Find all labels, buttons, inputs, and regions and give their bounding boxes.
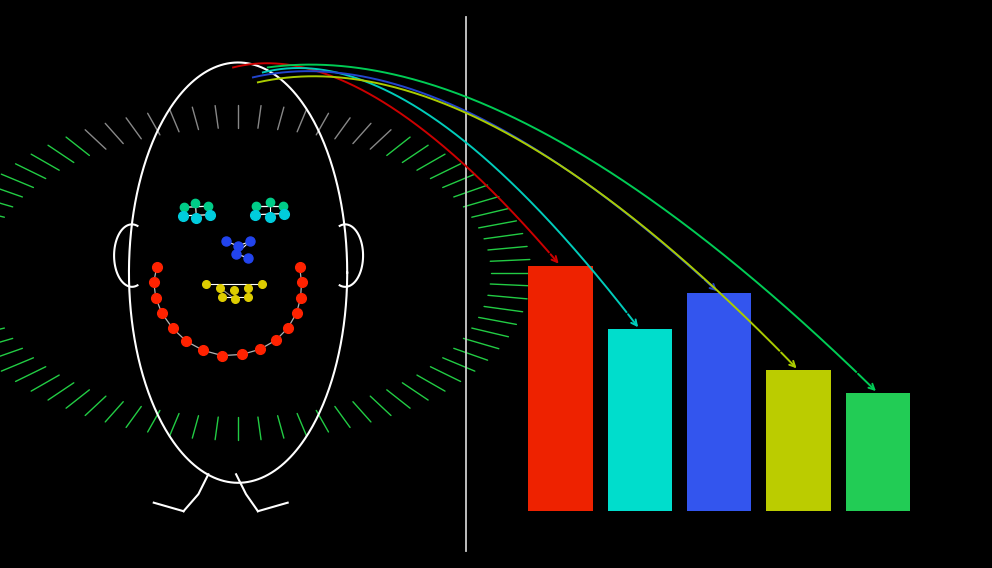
Bar (607, 329, 672, 511)
Bar (767, 370, 831, 511)
Bar (845, 393, 911, 511)
Bar (686, 293, 752, 511)
Bar (528, 266, 592, 511)
